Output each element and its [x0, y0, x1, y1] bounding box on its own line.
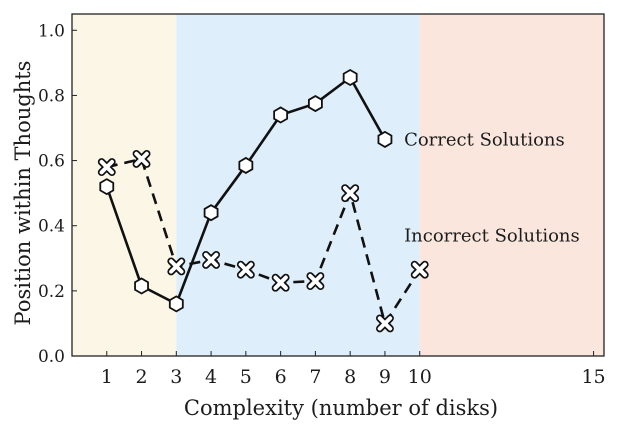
region-band-2 — [176, 14, 420, 356]
x-tick-label: 15 — [581, 366, 605, 388]
y-tick-label: 0.0 — [38, 347, 65, 367]
incorrect-solutions-point — [236, 260, 255, 279]
x-tick-label: 6 — [275, 366, 287, 388]
correct-solutions-point — [377, 130, 393, 148]
x-marker-fill — [377, 316, 393, 331]
incorrect-solutions-point — [306, 272, 325, 291]
correct-solutions-point — [273, 106, 289, 124]
incorrect-solutions-point — [271, 273, 290, 292]
correct-solutions-label: Correct Solutions — [404, 129, 565, 150]
x-marker-fill — [308, 273, 323, 289]
x-tick-label: 9 — [379, 366, 391, 388]
x-marker-fill — [273, 275, 288, 290]
y-tick-label: 0.4 — [38, 217, 65, 237]
correct-solutions-point — [307, 95, 323, 113]
x-marker-fill — [169, 259, 184, 274]
x-tick-label: 7 — [309, 366, 321, 388]
background-regions — [72, 14, 604, 356]
incorrect-solutions-point — [167, 257, 186, 276]
y-tick-label: 0.2 — [38, 282, 65, 302]
incorrect-solutions-point — [132, 149, 151, 168]
x-tick-label: 2 — [135, 366, 147, 388]
x-tick-label: 1 — [101, 366, 113, 388]
region-band-1 — [72, 14, 177, 356]
y-tick-label: 0.6 — [38, 152, 65, 172]
incorrect-solutions-point — [341, 184, 360, 203]
correct-solutions-point — [134, 277, 149, 295]
y-axis-label: Position within Thoughts — [11, 61, 35, 326]
incorrect-solutions-point — [375, 314, 394, 333]
correct-solutions-point — [203, 204, 219, 222]
x-tick-label: 3 — [170, 366, 182, 388]
x-marker-fill — [134, 151, 149, 167]
correct-solutions-point — [238, 156, 254, 174]
x-tick-label: 8 — [344, 366, 356, 388]
x-marker-fill — [238, 262, 254, 277]
correct-solutions-point — [168, 295, 184, 313]
region-band-3 — [419, 14, 604, 356]
incorrect-solutions-label: Incorrect Solutions — [404, 225, 580, 246]
incorrect-solutions-line — [106, 157, 421, 325]
series-lines — [97, 68, 429, 333]
x-tick-label: 4 — [205, 366, 217, 388]
incorrect-solutions-point — [97, 158, 116, 177]
y-tick-label: 0.8 — [38, 86, 65, 106]
incorrect-solutions-point — [202, 250, 221, 269]
correct-solutions-point — [342, 68, 358, 87]
x-marker-fill — [203, 252, 219, 268]
y-tick-label: 1.0 — [38, 21, 65, 41]
x-axis-label: Complexity (number of disks) — [184, 396, 498, 420]
incorrect-solutions-point — [410, 260, 429, 279]
axes — [71, 13, 605, 357]
x-marker-fill — [412, 262, 427, 277]
tick-labels: 1 2 3 4 5 6 7 8 9 10 15 0.0 0.2 0.4 0.6 0.8 1.0 Correct S… — [38, 21, 606, 388]
plot-frame — [71, 13, 605, 357]
x-tick-label: 10 — [408, 366, 432, 388]
x-marker-fill — [99, 159, 114, 175]
correct-solutions-point — [99, 178, 115, 196]
x-marker-fill — [342, 185, 358, 201]
x-tick-label: 5 — [240, 366, 252, 388]
